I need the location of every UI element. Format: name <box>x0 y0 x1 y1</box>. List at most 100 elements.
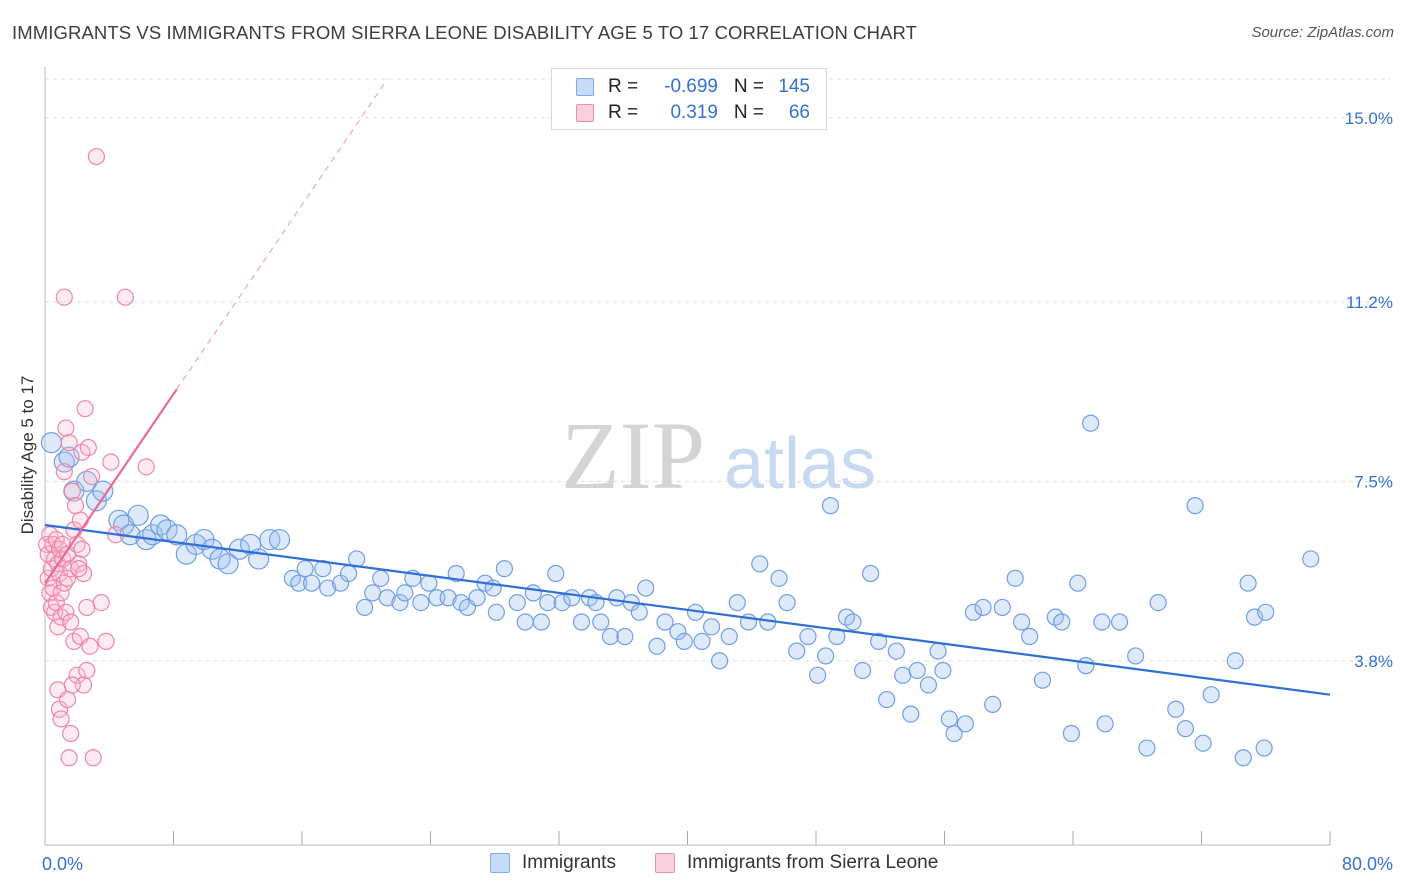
point-immigrants <box>1093 613 1111 631</box>
point-immigrants <box>547 564 565 583</box>
point-sierra-leone <box>62 613 80 631</box>
grid-lines <box>45 78 1390 662</box>
point-immigrants <box>1012 613 1031 631</box>
point-immigrants <box>532 613 550 631</box>
point-sierra-leone <box>84 749 102 767</box>
series-sierra-leone <box>38 147 155 767</box>
point-immigrants <box>862 564 880 583</box>
legend-n-value: 66 <box>788 102 810 123</box>
watermark-zip: ZIP <box>561 402 705 509</box>
point-immigrants <box>217 553 239 575</box>
legend-row-immigrants: R = -0.699 N = 145 <box>576 74 810 100</box>
point-sierra-leone <box>70 560 88 578</box>
point-sierra-leone <box>92 593 110 612</box>
point-immigrants <box>487 603 505 621</box>
y-tick-label: 15.0% <box>1345 109 1393 128</box>
point-sierra-leone <box>44 579 62 597</box>
point-immigrants <box>1127 647 1145 665</box>
watermark-atlas: atlas <box>724 424 876 504</box>
point-immigrants <box>290 574 308 592</box>
point-immigrants <box>675 632 693 650</box>
point-immigrants <box>711 652 729 670</box>
legend-r-label: R = <box>608 102 639 123</box>
point-immigrants <box>1226 652 1244 670</box>
point-immigrants <box>964 603 983 621</box>
legend-n-label: N = <box>733 102 764 123</box>
series-immigrants <box>40 414 1320 767</box>
point-immigrants <box>1194 734 1212 752</box>
point-sierra-leone <box>76 400 94 418</box>
point-sierra-leone <box>97 632 115 650</box>
point-immigrants <box>934 661 952 680</box>
point-immigrants <box>495 560 513 578</box>
x-tick-label-min: 0.0% <box>42 854 83 874</box>
point-immigrants <box>40 432 63 454</box>
point-immigrants <box>630 603 648 621</box>
series-legend: Immigrants Immigrants from Sierra Leone <box>0 852 1406 878</box>
point-immigrants <box>929 642 947 660</box>
point-sierra-leone <box>102 453 120 471</box>
point-immigrants <box>956 715 974 733</box>
point-immigrants <box>887 642 905 660</box>
point-immigrants <box>720 627 738 646</box>
point-immigrants <box>919 676 938 694</box>
point-immigrants <box>1239 574 1257 592</box>
trend-line-sierra-leone <box>44 388 178 584</box>
point-sierra-leone <box>71 511 89 529</box>
point-immigrants <box>770 569 788 587</box>
point-immigrants <box>539 593 557 612</box>
point-immigrants <box>447 564 465 583</box>
legend-label-sierra-leone: Immigrants from Sierra Leone <box>687 852 939 873</box>
point-immigrants <box>945 724 963 743</box>
point-immigrants <box>508 593 526 612</box>
point-sierra-leone <box>60 749 78 767</box>
point-immigrants <box>296 560 314 578</box>
point-sierra-leone <box>57 603 75 621</box>
point-immigrants <box>908 661 926 680</box>
point-immigrants <box>563 589 581 607</box>
point-immigrants <box>1053 613 1071 631</box>
point-immigrants <box>156 519 178 541</box>
point-immigrants <box>268 528 291 551</box>
chart-source: Source: ZipAtlas.com <box>1251 24 1394 41</box>
point-immigrants <box>778 593 796 612</box>
point-sierra-leone <box>73 540 91 558</box>
point-sierra-leone <box>60 434 78 452</box>
point-immigrants <box>993 598 1011 617</box>
point-immigrants <box>166 524 188 546</box>
point-sierra-leone <box>52 608 70 626</box>
point-sierra-leone <box>58 569 77 587</box>
point-immigrants <box>1234 749 1252 767</box>
point-sierra-leone <box>55 288 73 306</box>
legend-row-sierra-leone: R = 0.319 N = 66 <box>576 100 810 126</box>
point-immigrants <box>974 598 992 617</box>
point-immigrants <box>391 593 409 612</box>
legend-swatch-blue <box>576 78 594 96</box>
point-immigrants <box>608 589 626 607</box>
point-immigrants <box>984 695 1002 714</box>
point-immigrants <box>878 690 896 709</box>
tick-labels: 3.8% 7.5% 11.2% 15.0% 0.0% 80.0% <box>42 109 1393 874</box>
y-tick-label: 3.8% <box>1354 652 1393 671</box>
point-immigrants <box>1149 593 1167 612</box>
legend-label-immigrants: Immigrants <box>522 852 616 873</box>
point-immigrants <box>420 574 438 592</box>
point-immigrants <box>637 579 655 597</box>
point-sierra-leone <box>49 618 67 636</box>
axes <box>44 67 1331 846</box>
point-sierra-leone <box>87 147 106 166</box>
point-sierra-leone <box>68 666 86 684</box>
legend-item-immigrants: Immigrants <box>490 852 616 874</box>
point-immigrants <box>616 627 634 646</box>
point-immigrants <box>516 613 534 631</box>
point-immigrants <box>751 555 769 573</box>
point-immigrants <box>1033 671 1052 689</box>
point-sierra-leone <box>62 724 80 743</box>
point-immigrants <box>524 584 542 602</box>
point-immigrants <box>844 613 862 631</box>
point-sierra-leone <box>63 676 81 694</box>
point-immigrants <box>1082 414 1100 432</box>
point-immigrants <box>693 632 711 650</box>
legend-r-value: -0.699 <box>664 76 718 97</box>
point-sierra-leone <box>81 637 99 655</box>
